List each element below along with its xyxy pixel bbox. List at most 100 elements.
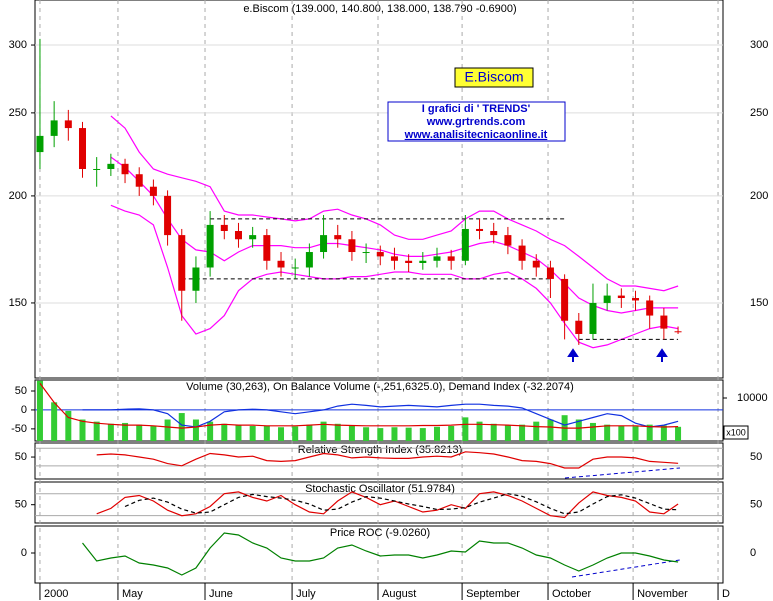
y-tick-label: -50 [11,423,27,435]
volume-bar [51,402,58,441]
volume-bar [519,424,526,441]
arrow [656,348,668,362]
candle-body [461,228,469,261]
candle-body [79,128,87,169]
volume-bar [107,423,114,441]
annotation: I grafici di ' TRENDS' [422,103,531,115]
indicator-line [82,532,679,576]
volume-bar [348,425,355,441]
candle-body [277,260,285,268]
indicator-line [82,403,679,428]
volume-bar [547,419,554,441]
panel-title: Stochastic Oscillator (51.9784) [305,483,455,495]
volume-bar [476,421,483,441]
panel-frame [34,481,724,524]
volume-bar [136,424,143,441]
unit-box [723,425,749,440]
volume-bar [575,419,582,441]
volume-bar [192,419,199,441]
volume-bar [249,425,256,441]
volume-bar [377,428,384,441]
candle-body [135,174,143,187]
indicator-line [124,493,679,515]
candle-body [249,235,257,240]
volume-bar [433,426,440,441]
y-tick-label-right: 0 [750,547,756,559]
credit-box [387,101,566,142]
unit-label: x100 [726,427,746,437]
volume-bar [36,380,43,441]
y-tick-label: 150 [9,297,27,309]
candle-body [149,186,157,196]
candle-body [405,260,413,264]
volume-bar [533,421,540,441]
candle-body [646,300,654,316]
volume-bar [207,421,214,441]
candle-body [36,135,44,153]
candle-body [504,235,512,246]
candle-body [50,120,58,136]
y2-tick-label: 10000 [737,392,768,404]
trend-line [571,559,681,578]
panel-title: Relative Strength Index (35.8213) [298,444,463,456]
volume-bar [618,425,625,441]
band-line [110,115,679,292]
volume-bar [448,425,455,441]
volume-bar [604,424,611,441]
y-tick-label-right: 150 [750,297,768,309]
volume-bar [278,427,285,441]
volume-bar [363,427,370,441]
indicator-line [39,383,679,429]
candle-body [390,256,398,261]
candle-body [348,239,356,253]
arrow [567,348,579,362]
candle-body [291,267,299,269]
volume-bar [320,421,327,441]
volume-bar [490,423,497,441]
y-tick-label-right: 200 [750,190,768,202]
y-tick-label: 0 [21,404,27,416]
x-tick-label: October [552,588,591,600]
y-tick-label-right: 300 [750,39,768,51]
candle-body [674,331,682,333]
candle-body [546,267,554,279]
candle-body [220,224,228,231]
candle-body [561,278,569,321]
panel-frame [34,0,724,379]
volume-bar [462,417,469,441]
y-tick-label-right: 50 [750,451,762,463]
candle-body [447,256,455,261]
x-tick-label: May [122,588,143,600]
y-tick-label-right: 50 [750,499,762,511]
candle-body [518,245,526,261]
volume-bar [235,424,242,441]
y-tick-label: 200 [9,190,27,202]
volume-bar [150,425,157,441]
volume-bar [675,426,682,441]
candle-body [617,295,625,299]
trend-line [564,467,681,479]
volume-bar [646,424,653,441]
volume-bar [178,413,185,441]
volume-bar [79,419,86,441]
volume-bar [334,423,341,441]
candle-body [263,235,271,261]
volume-bar [632,426,639,441]
y-tick-label: 250 [9,107,27,119]
candle-body [178,235,186,291]
annotation: www.grtrends.com [426,116,526,128]
y-tick-label-right: 250 [750,107,768,119]
volume-bar [164,419,171,441]
indicator-line [96,491,679,519]
candle-body [192,267,200,291]
candle-body [305,252,313,268]
y-tick-label: 50 [15,385,27,397]
x-tick-label: August [382,588,416,600]
volume-bar [263,425,270,441]
candle-body [121,163,129,175]
label-box [454,67,534,88]
volume-bar [221,423,228,441]
annotation: E.Biscom [464,69,523,85]
x-tick-label: June [209,588,233,600]
